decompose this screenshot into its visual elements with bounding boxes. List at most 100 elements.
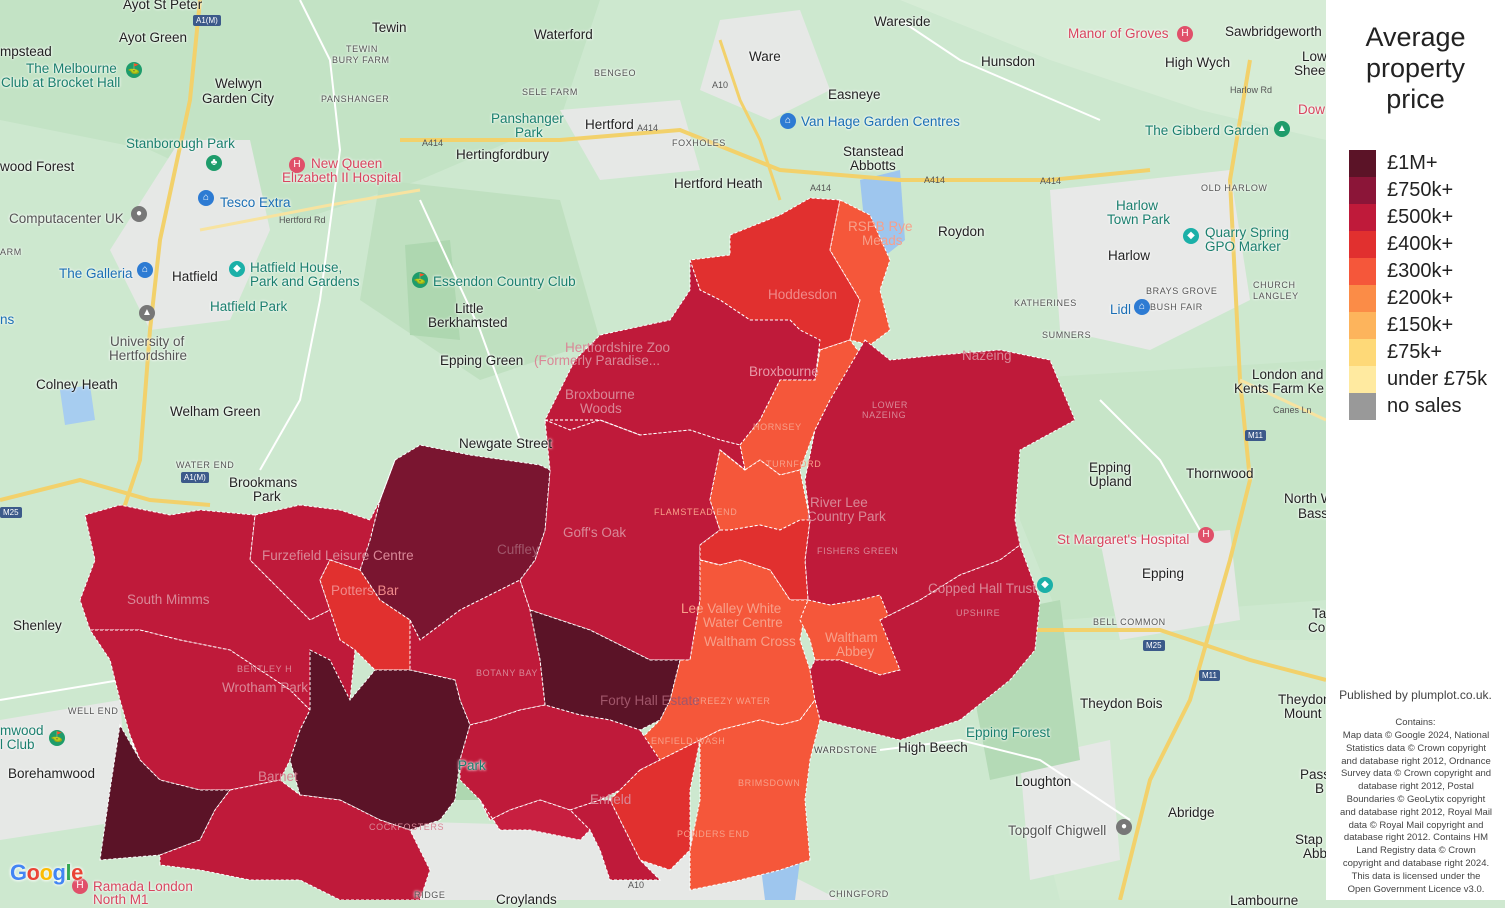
base-map[interactable] [0,0,1326,900]
legend-swatch [1349,366,1376,393]
park-icon[interactable]: ♣ [206,155,222,171]
shopping-icon[interactable]: ⌂ [780,113,796,129]
legend-label: £75k+ [1387,341,1443,363]
landmark-icon[interactable]: ◆ [1183,228,1199,244]
place-label: Park and Gardens [250,274,360,289]
place-label: OLD HARLOW [1201,183,1268,193]
overlay-label: NAZEING [862,410,907,420]
place-label: Quarry Spring [1205,225,1290,240]
place-label: Hertingfordbury [456,147,550,162]
place-label: Epping Green [440,353,524,368]
place-label: Kents Farm Ke [1234,381,1325,396]
road-shield: M25 [0,507,22,518]
place-label: Thornwood [1186,466,1254,481]
place-label: Low [1302,49,1327,64]
overlay-label: COCKFOSTERS [369,822,445,832]
place-label: Wareside [874,14,931,29]
attribution-line: Open Government Licence v3.0. [1347,883,1485,895]
place-label: Roydon [938,224,985,239]
landmark-icon[interactable]: ◆ [229,261,245,277]
place-label: Sawbridgeworth [1225,24,1322,39]
place-label: Town Park [1107,212,1171,227]
place-label: Abbotts [850,158,896,173]
place-label: CHINGFORD [829,889,889,899]
place-label: Hertford [585,117,634,132]
contains-title: Contains: [1395,717,1436,728]
hospital-icon[interactable]: H [1177,26,1193,42]
legend-label: £300k+ [1387,260,1454,282]
place-label: Tewin [372,20,407,35]
place-label: Mount [1284,706,1322,721]
overlay-label: BENTLEY H [237,664,293,674]
attribution-line: Boundaries © GeoLytix copyright [1346,793,1486,805]
road-label: A10 [712,80,729,90]
university-icon[interactable]: ▲ [139,305,155,321]
hospital-icon[interactable]: H [72,878,88,894]
legend-item: £75k+ [1349,339,1505,366]
region-broxbourne-north [544,259,821,446]
legend-swatch [1349,339,1376,366]
region-forty-hall [529,609,681,731]
legend-title-line: property [1365,53,1466,83]
overlay-label: River Lee [810,495,868,510]
place-label: Upland [1089,474,1132,489]
overlay-label: Copped Hall Trust [928,581,1037,596]
location-icon[interactable]: ● [1116,819,1132,835]
legend-title: Average property price [1326,22,1505,115]
overlay-label: TURNFORD [766,459,822,469]
overlay-label: Waltham [825,630,878,645]
place-label: Park [458,758,486,773]
overlay-label: Goff's Oak [563,525,627,540]
legend-swatch [1349,177,1376,204]
legend-item: £1M+ [1349,150,1505,177]
place-label: Pass [1300,767,1331,782]
legend-label: £1M+ [1387,152,1438,174]
landmark-icon[interactable]: ◆ [1037,577,1053,593]
golf-icon[interactable]: ⛳ [126,62,142,78]
region-cheshunt-mid [699,519,811,601]
place-label: Panshanger [491,111,564,126]
place-label: BRAYS GROVE [1146,286,1218,296]
region-enfield-south [609,739,701,871]
overlay-label: Barnet [258,769,298,784]
place-label: London and [1252,367,1324,382]
region-wrotham [89,629,311,791]
legend-item: £300k+ [1349,258,1505,285]
google-logo: Google [10,860,83,885]
shopping-icon[interactable]: ⌂ [1134,299,1150,315]
shopping-icon[interactable]: ⌂ [137,262,153,278]
place-label: WATER END [176,460,235,470]
legend-label: £500k+ [1387,206,1454,228]
place-label: Lidl [1110,302,1132,317]
attribution-line: Statistics data © Crown copyright [1345,742,1487,754]
place-label: TEWIN [346,44,378,54]
hospital-icon[interactable]: H [1198,527,1214,543]
attribution-line: Survey data © Crown copyright and [1340,768,1492,780]
road-shield: M11 [1245,430,1266,441]
place-label: Stap [1295,832,1323,847]
overlay-label: Broxbourne [749,364,819,379]
overlay-label: Broxbourne [565,387,635,402]
place-label: WELL END [68,706,119,716]
location-icon[interactable]: ● [131,206,147,222]
overlay-label: Cuffley [497,542,539,557]
place-label: Park [253,489,281,504]
place-label: KATHERINES [1014,298,1077,308]
attribution-line: data © Royal Mail copyright and [1348,819,1484,831]
place-label: Topgolf Chigwell [1008,823,1107,838]
shopping-icon[interactable]: ⌂ [198,190,214,206]
hospital-icon[interactable]: H [289,157,305,173]
place-label: Borehamwood [8,766,96,781]
road-label: Harlow Rd [1230,85,1273,95]
legend-item: under £75k [1349,366,1505,393]
golf-icon[interactable]: ⛳ [49,730,65,746]
park-icon[interactable]: ▲ [1274,121,1290,137]
place-label: mpstead [0,44,52,59]
golf-icon[interactable]: ⛳ [412,272,428,288]
overlay-label: Potters Bar [331,583,399,598]
place-label: Stanborough Park [126,136,235,151]
place-label: CHURCH [1253,280,1296,290]
overlay-label: RSPB Rye [848,219,913,234]
place-label: LANGLEY [1253,291,1299,301]
